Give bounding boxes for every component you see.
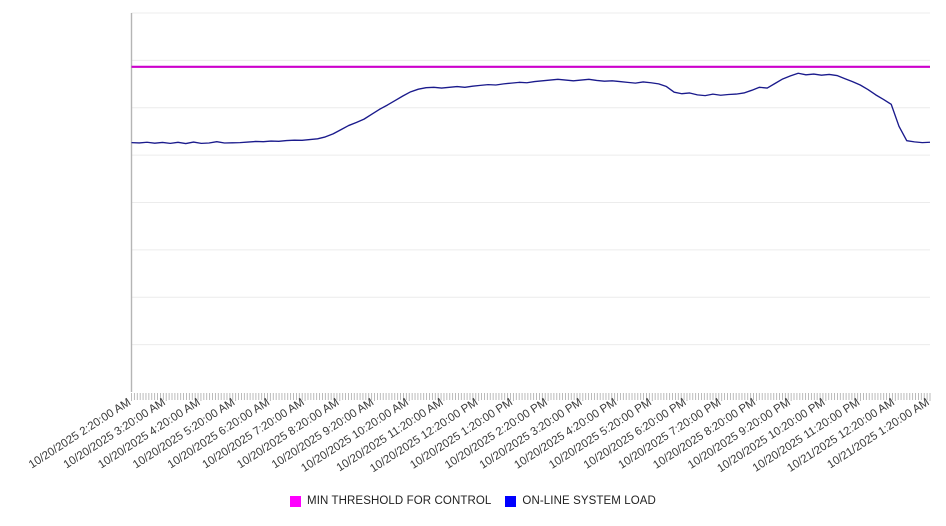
legend-item-min-threshold-for-control[interactable]: MIN THRESHOLD FOR CONTROL: [290, 495, 492, 508]
legend-swatch-min-threshold-for-control: [290, 496, 302, 508]
legend-item-on-line-system-load[interactable]: ON-LINE SYSTEM LOAD: [505, 495, 656, 508]
legend-swatch-on-line-system-load: [505, 496, 517, 508]
x-axis-tick-marks: [131, 393, 931, 401]
chart-legend: MIN THRESHOLD FOR CONTROL ON-LINE SYSTEM…: [0, 495, 946, 508]
gridlines-group: [131, 12, 930, 346]
on-line-system-load-line: [131, 72, 931, 145]
legend-label-min-threshold-for-control: MIN THRESHOLD FOR CONTROL: [307, 495, 492, 507]
legend-label-on-line-system-load: ON-LINE SYSTEM LOAD: [522, 495, 656, 507]
